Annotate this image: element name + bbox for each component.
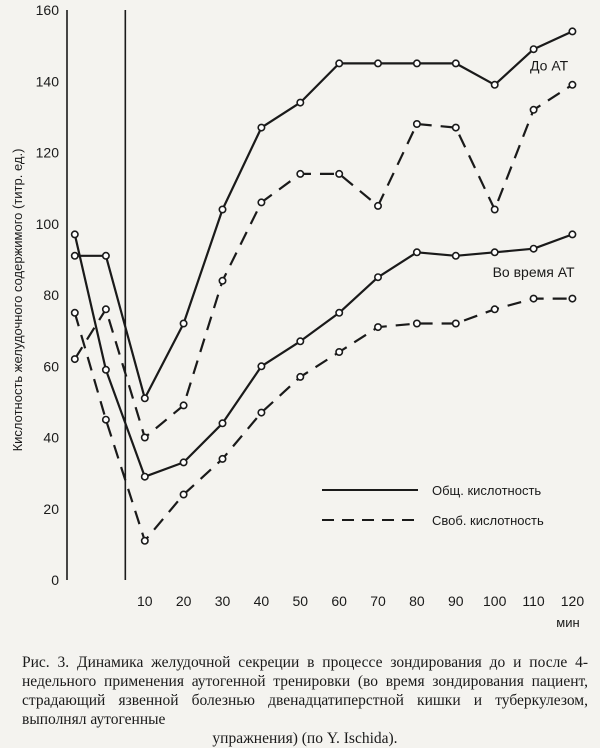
data-point [451, 251, 460, 260]
data-point [257, 123, 266, 132]
data-point [568, 80, 577, 89]
data-point [257, 408, 266, 417]
data-point [218, 276, 227, 285]
data-point [451, 59, 460, 68]
data-point [529, 294, 538, 303]
data-point [218, 454, 227, 463]
x-tick-label: 60 [331, 593, 347, 609]
data-point [179, 401, 188, 410]
annotation-during-at: Во время АТ [493, 264, 575, 280]
caption-line-2: до и после 4-недельного применения аутог… [22, 654, 588, 690]
data-point [373, 323, 382, 332]
data-point [140, 536, 149, 545]
data-point [101, 365, 110, 374]
y-tick-label: 120 [36, 145, 60, 161]
series-line-2 [73, 83, 573, 439]
y-tick-label: 100 [36, 216, 60, 232]
data-point [568, 27, 577, 36]
data-point [412, 248, 421, 257]
data-point [529, 244, 538, 253]
x-tick-label: 10 [137, 593, 153, 609]
y-tick-label: 160 [36, 2, 60, 18]
data-point [412, 120, 421, 129]
data-point [373, 201, 382, 210]
data-point [70, 355, 79, 364]
y-tick-labels: 0 20 40 60 80 100 120 140 160 [36, 2, 60, 588]
x-tick-label: 100 [483, 593, 507, 609]
data-point [373, 59, 382, 68]
data-point [179, 458, 188, 467]
data-point [140, 433, 149, 442]
data-point [490, 205, 499, 214]
x-tick-labels: 10 20 30 40 50 60 70 80 90 100 110 120 [137, 593, 584, 609]
data-point [373, 273, 382, 282]
legend-label-free: Своб. кислотность [432, 513, 544, 528]
data-point [296, 98, 305, 107]
data-point [179, 490, 188, 499]
data-point [412, 319, 421, 328]
series-line-3 [73, 233, 573, 478]
data-point [296, 169, 305, 178]
data-point [568, 294, 577, 303]
data-point [451, 123, 460, 132]
data-point [101, 305, 110, 314]
data-point [296, 372, 305, 381]
y-tick-label: 140 [36, 73, 60, 89]
data-point [70, 308, 79, 317]
data-point [257, 198, 266, 207]
legend-label-total: Общ. кислотность [432, 483, 541, 498]
data-point [70, 251, 79, 260]
data-point [529, 105, 538, 114]
x-tick-label: 50 [292, 593, 308, 609]
figure-caption: Рис. 3. Динамика желудочной секреции в п… [22, 653, 588, 748]
data-point [101, 415, 110, 424]
x-tick-label: 70 [370, 593, 386, 609]
data-point [140, 394, 149, 403]
data-point [335, 59, 344, 68]
y-tick-label: 0 [51, 572, 59, 588]
data-point [490, 80, 499, 89]
x-tick-label: 110 [522, 593, 545, 609]
data-point [218, 205, 227, 214]
data-point [70, 230, 79, 239]
x-tick-label: 20 [176, 593, 192, 609]
legend: Общ. кислотность Своб. кислотность [322, 483, 544, 528]
x-tick-label: 120 [561, 593, 585, 609]
data-point [490, 305, 499, 314]
series-line-1 [74, 30, 573, 400]
x-tick-label: 40 [254, 593, 270, 609]
series-layer [70, 27, 577, 545]
y-axis-label: Кислотность желудочного содержимого (тит… [10, 149, 25, 452]
data-point [101, 251, 110, 260]
acidity-line-chart: 0 20 40 60 80 100 120 140 160 10 20 30 40 50 60 70 80 90… [10, 2, 584, 630]
x-unit-label: мин [556, 615, 579, 630]
y-tick-label: 40 [43, 430, 59, 446]
y-tick-label: 20 [43, 501, 59, 517]
data-point [490, 248, 499, 257]
x-tick-label: 90 [448, 593, 464, 609]
data-point [529, 45, 538, 54]
data-point [335, 169, 344, 178]
data-point [568, 230, 577, 239]
data-point [179, 319, 188, 328]
data-point [140, 472, 149, 481]
data-point [335, 308, 344, 317]
series-line-4 [73, 297, 573, 542]
x-tick-label: 30 [215, 593, 231, 609]
y-tick-label: 80 [43, 287, 59, 303]
data-point [412, 59, 421, 68]
data-point [257, 362, 266, 371]
data-point [218, 419, 227, 428]
x-tick-label: 80 [409, 593, 425, 609]
annotation-before-at: До АТ [530, 58, 569, 74]
caption-line-4: упражнения) (по Y. Ischida). [212, 730, 398, 747]
data-point [335, 347, 344, 356]
caption-line-3: время зондирования пациент, страдающий я… [22, 673, 589, 728]
y-tick-label: 60 [43, 358, 59, 374]
data-point [296, 337, 305, 346]
caption-line-1: Рис. 3. Динамика желудочной секреции в п… [22, 654, 482, 671]
data-point [451, 319, 460, 328]
